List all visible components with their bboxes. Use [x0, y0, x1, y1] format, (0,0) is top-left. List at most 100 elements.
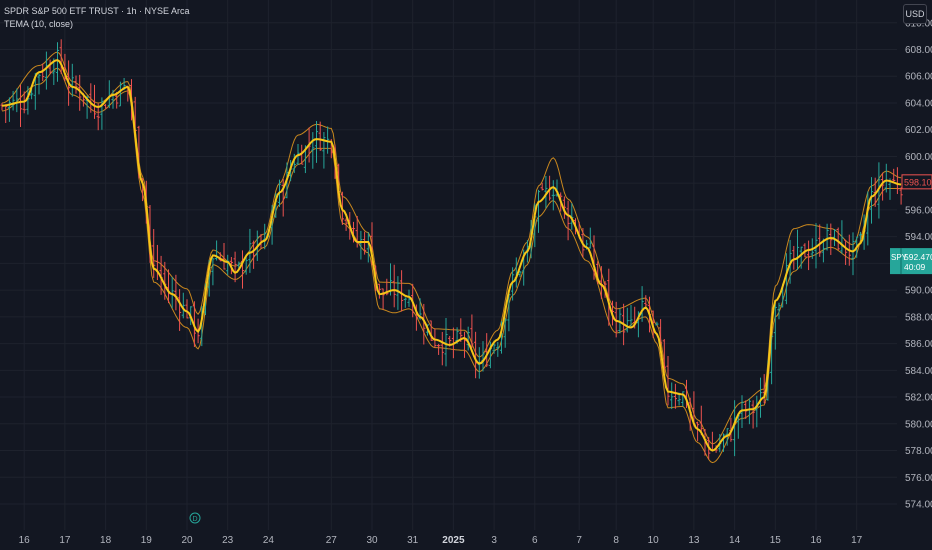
- ohlc-bar: [248, 228, 252, 273]
- ohlc-bar: [762, 374, 766, 404]
- ohlc-bar: [803, 243, 807, 258]
- ohlc-bar: [318, 121, 322, 151]
- ohlc-bar: [52, 58, 56, 86]
- ohlc-bars: [0, 39, 903, 460]
- ohlc-bar: [518, 270, 522, 277]
- ohlc-bar: [263, 223, 267, 250]
- ohlc-bar: [899, 187, 903, 205]
- ohlc-bar: [485, 333, 489, 368]
- lower-band-line: [1, 67, 902, 464]
- ohlc-bar: [252, 240, 256, 269]
- time-tick-label: 16: [19, 535, 31, 546]
- tema-price-tag: [901, 174, 932, 190]
- time-tick-label: 2025: [442, 535, 465, 546]
- ohlc-bar: [773, 303, 777, 350]
- time-tick-label: 23: [222, 535, 234, 546]
- ohlc-bar: [588, 227, 592, 249]
- ohlc-bar: [292, 153, 296, 173]
- price-tick-label: 576.000: [905, 473, 932, 484]
- time-tick-label: 14: [729, 535, 741, 546]
- ohlc-bar: [673, 383, 677, 409]
- tema-layer: [2, 59, 902, 452]
- ohlc-bar: [699, 405, 703, 436]
- ohlc-bar: [244, 254, 248, 275]
- currency-button[interactable]: USD: [903, 4, 927, 24]
- ohlc-bar: [100, 97, 104, 130]
- ohlc-bar: [377, 283, 381, 299]
- time-axis[interactable]: 16 17 18 19 20 23 24 27 30 31 2025 3 6 7 8 10 13 14 15 16 17: [19, 535, 863, 546]
- ohlc-bar: [396, 276, 400, 310]
- last-price-value: 592.470: [904, 252, 932, 262]
- ohlc-bar: [470, 314, 474, 348]
- ohlc-bar: [740, 395, 744, 429]
- ohlc-bar: [437, 343, 441, 355]
- ohlc-bar: [78, 74, 82, 111]
- dividend-marker-label: D: [192, 516, 197, 523]
- ohlc-bar: [392, 264, 396, 308]
- symbol-legend[interactable]: SPDR S&P 500 ETF TRUST · 1h · NYSE Arca: [4, 6, 190, 16]
- ohlc-bar: [11, 90, 15, 111]
- ohlc-bar: [821, 238, 825, 263]
- time-tick-label: 30: [366, 535, 378, 546]
- price-tick-label: 602.000: [905, 125, 932, 136]
- ohlc-bar: [322, 132, 326, 169]
- indicator-legend[interactable]: TEMA (10, close): [4, 19, 73, 29]
- ohlc-bar: [104, 103, 108, 109]
- time-tick-label: 6: [532, 535, 538, 546]
- ohlc-bar: [314, 120, 319, 163]
- ohlc-bar: [858, 231, 862, 240]
- time-tick-label: 24: [263, 535, 275, 546]
- ohlc-bar: [74, 75, 78, 94]
- event-markers[interactable]: D: [189, 512, 201, 524]
- bar-countdown: 40:09: [904, 262, 926, 272]
- ohlc-bar: [784, 253, 788, 305]
- ohlc-bar: [777, 302, 781, 320]
- ohlc-bar: [92, 84, 97, 119]
- price-tick-label: 596.000: [905, 205, 932, 216]
- ohlc-bar: [544, 175, 548, 209]
- ohlc-bar: [344, 218, 348, 231]
- ohlc-bar: [536, 189, 541, 233]
- ohlc-bar: [281, 178, 285, 217]
- ohlc-bar: [625, 307, 629, 333]
- ohlc-bar: [311, 132, 315, 169]
- ohlc-bar: [662, 339, 666, 374]
- ohlc-bar: [696, 421, 700, 442]
- ohlc-bar: [844, 239, 848, 265]
- ohlc-bar: [496, 341, 500, 357]
- ohlc-bar: [178, 289, 182, 331]
- last-price-tag: [890, 248, 932, 275]
- ohlc-bar: [37, 73, 41, 95]
- time-tick-label: 19: [141, 535, 153, 546]
- ohlc-bar: [666, 356, 670, 406]
- time-tick-label: 27: [326, 535, 338, 546]
- last-price-symbol: SPY: [891, 253, 908, 262]
- ohlc-bar: [222, 242, 226, 270]
- ohlc-bar: [818, 224, 822, 257]
- ohlc-bar: [48, 59, 52, 74]
- ohlc-bar: [751, 400, 755, 429]
- ohlc-bar: [403, 297, 407, 308]
- time-tick-label: 8: [613, 535, 619, 546]
- time-tick-label: 16: [810, 535, 822, 546]
- ohlc-bar: [725, 428, 729, 446]
- ohlc-bar: [359, 230, 363, 260]
- ohlc-bar: [566, 200, 570, 241]
- ohlc-bar: [807, 240, 811, 271]
- price-tick-label: 590.000: [905, 286, 932, 297]
- ohlc-bar: [233, 251, 237, 283]
- dividend-marker[interactable]: [189, 512, 201, 524]
- ohlc-bar: [551, 180, 555, 211]
- ohlc-bar: [829, 223, 833, 255]
- price-tick-label: 580.000: [905, 419, 932, 430]
- time-tick-label: 13: [688, 535, 700, 546]
- ohlc-bar: [670, 382, 674, 410]
- ohlc-bar: [840, 220, 844, 254]
- ohlc-bar: [466, 326, 470, 351]
- ohlc-bar: [26, 86, 30, 115]
- time-tick-label: 7: [576, 535, 582, 546]
- ohlc-bar: [503, 318, 507, 348]
